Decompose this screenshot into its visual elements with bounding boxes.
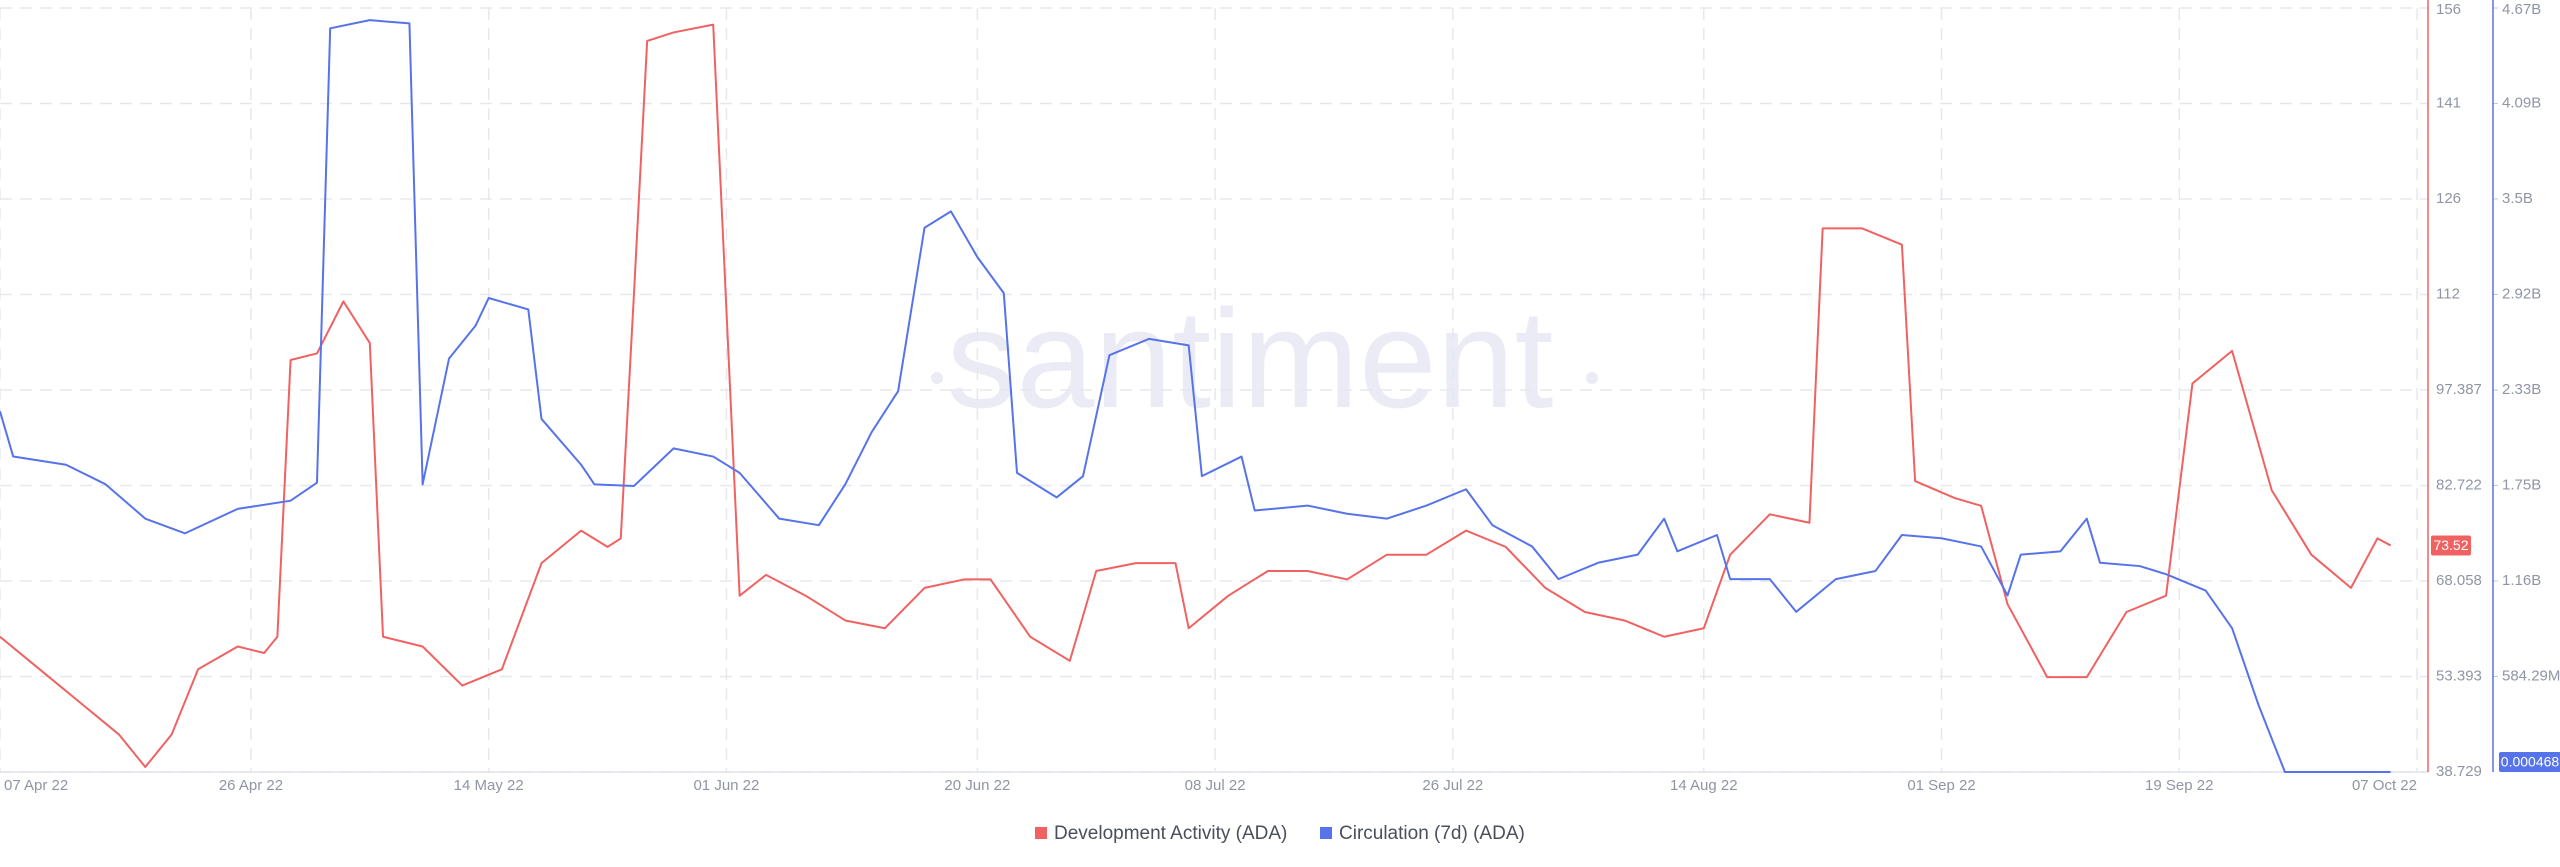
- legend-label: Development Activity (ADA): [1054, 823, 1287, 844]
- current-value-label: 0.000468: [2501, 754, 2560, 770]
- x-tick-label: 07 Oct 22: [2352, 777, 2417, 794]
- current-value-label: 73.52: [2433, 537, 2468, 553]
- y2-tick-label: 1.75B: [2502, 476, 2541, 493]
- x-tick-label: 01 Sep 22: [1907, 777, 1975, 794]
- x-tick-label: 26 Jul 22: [1422, 777, 1483, 794]
- y-tick-label: 97.387: [2436, 381, 2482, 398]
- y-tick-label: 141: [2436, 95, 2461, 112]
- series-line: [0, 23, 2392, 768]
- series-line: [0, 19, 2391, 773]
- x-tick-label: 07 Apr 22: [4, 777, 68, 794]
- legend-swatch: [1320, 827, 1332, 839]
- y2-tick-label: 2.92B: [2502, 285, 2541, 302]
- watermark: santiment: [931, 280, 1598, 437]
- legend-label: Circulation (7d) (ADA): [1339, 823, 1525, 844]
- x-tick-label: 14 Aug 22: [1670, 777, 1738, 794]
- y-tick-label: 68.058: [2436, 572, 2482, 589]
- y-tick-label: 156: [2436, 1, 2461, 18]
- y2-tick-label: 4.09B: [2502, 94, 2541, 111]
- y-tick-label: 112: [2436, 285, 2460, 302]
- x-tick-label: 08 Jul 22: [1185, 777, 1246, 794]
- y-tick-label: 38.729: [2436, 763, 2482, 780]
- y2-tick-label: 2.33B: [2502, 381, 2541, 398]
- y2-tick-label: 1.16B: [2502, 572, 2541, 589]
- current-value-badge: [2499, 752, 2560, 772]
- y-tick-label: 82.722: [2436, 476, 2482, 493]
- x-tick-label: 14 May 22: [454, 777, 524, 794]
- x-tick-label: 20 Jun 22: [944, 777, 1010, 794]
- current-value-badge: [2431, 535, 2471, 556]
- y-tick-label: 53.393: [2436, 667, 2482, 684]
- y2-tick-label: 3.5B: [2502, 190, 2533, 207]
- x-tick-label: 01 Jun 22: [693, 777, 759, 794]
- y2-tick-label: 584.29M: [2502, 667, 2560, 684]
- x-tick-label: 26 Apr 22: [219, 777, 283, 794]
- watermark-text: santiment: [947, 280, 1554, 437]
- watermark-dot: [931, 372, 943, 384]
- legend-swatch: [1035, 827, 1047, 839]
- y-tick-label: 126: [2436, 190, 2461, 207]
- watermark-dot: [1586, 372, 1598, 384]
- y2-tick-label: 4.67B: [2502, 1, 2541, 18]
- x-tick-label: 19 Sep 22: [2145, 777, 2213, 794]
